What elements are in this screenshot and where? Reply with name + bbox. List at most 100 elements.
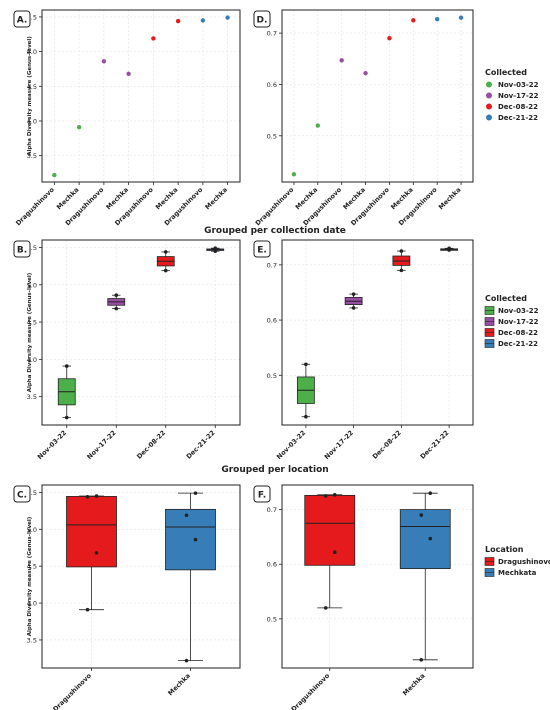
data-point — [225, 15, 230, 20]
panel-label: D. — [257, 16, 268, 26]
legend-label: Dec-21-22 — [498, 114, 538, 122]
data-point — [114, 306, 119, 311]
panel-b: 3.5 4.0 4.5 5.0 5.5 Nov-03-22 Nov-17-22 Dec-08-… — [13, 239, 241, 461]
data-point — [399, 268, 404, 273]
panel-label: A. — [17, 16, 28, 26]
data-point — [447, 246, 451, 251]
legend-label: Nov-03-22 — [498, 81, 539, 89]
data-point — [114, 293, 119, 298]
data-point — [64, 415, 69, 420]
plot-frame — [41, 484, 241, 669]
box — [66, 496, 117, 568]
y-axis-label: Alpha Diversity measure (Genus-level) — [27, 36, 33, 156]
plot-frame — [281, 9, 474, 183]
y-tick-label: 4.5 — [27, 83, 37, 91]
panel-c: 3.5 4.0 4.5 5.0 5.5 Dragushinovo Mechka Alpha D… — [13, 484, 241, 710]
y-tick-label: 5.5 — [27, 13, 37, 21]
y-tick-label: 0.5 — [267, 615, 277, 623]
legend-label: Dec-21-22 — [498, 340, 538, 348]
panel-d: 0.50.60.7DragushinovoMechkaDragushinovoM… — [253, 9, 474, 227]
panel-label-box — [13, 10, 31, 28]
data-point — [64, 364, 69, 368]
y-tick-label: 3.5 — [27, 636, 37, 644]
data-point — [101, 59, 107, 64]
x-tick-label: Nov-17-22 — [323, 429, 355, 461]
y-tick-label: 5.5 — [27, 244, 37, 252]
box — [304, 494, 356, 566]
y-tick-label: 4.0 — [27, 117, 37, 125]
x-tick-label: Dragushinovo — [51, 671, 93, 710]
legend-location: Location Dragushinovo Mechkata — [484, 545, 550, 577]
panel-label-box — [253, 485, 271, 503]
panel-e: 0.5 0.6 0.7 Nov-03-22 Nov-17-22 Dec-08-22 Dec-… — [253, 239, 474, 461]
data-point — [94, 494, 99, 498]
y-tick-label: 0.7 — [267, 30, 277, 38]
data-point — [85, 495, 90, 499]
data-point — [351, 306, 356, 310]
data-point — [184, 513, 189, 518]
x-tick-label: Dragushinovo — [14, 185, 56, 227]
panel-f: 0.5 0.6 0.7 Dragushinovo Mechka F. — [253, 484, 474, 710]
data-point — [163, 250, 168, 254]
y-tick-label: 4.5 — [27, 563, 37, 571]
data-point — [387, 36, 392, 41]
legend-title: Collected — [485, 68, 527, 77]
data-point — [85, 607, 90, 612]
data-point — [213, 249, 218, 253]
y-tick-label: 0.7 — [267, 261, 277, 269]
x-tick-label: Mechka — [437, 186, 463, 212]
data-point — [151, 36, 156, 41]
data-point — [94, 551, 99, 555]
y-tick-label: 0.5 — [267, 372, 277, 380]
x-tick-label: Dec-21-22 — [185, 429, 217, 461]
legend-label: Mechkata — [498, 569, 537, 577]
x-tick-label: Dragushinovo — [290, 671, 332, 710]
y-axis-label: Alpha Diversity measure (Genus-level) — [27, 272, 33, 392]
legend-swatch — [486, 92, 492, 99]
data-point — [315, 123, 321, 128]
x-tick-label: Dragushinovo — [254, 185, 296, 227]
data-point — [339, 58, 344, 63]
data-point — [184, 658, 189, 663]
legend-label: Dec-08-22 — [498, 103, 538, 111]
y-tick-label: 0.7 — [267, 506, 277, 514]
y-tick-label: 5.0 — [27, 526, 37, 534]
legend-collected-middle: Collected Nov-03-22 Nov-17-22 Dec-08-22 Dec-… — [484, 294, 539, 348]
y-tick-label: 5.0 — [27, 281, 37, 289]
legend-swatch — [486, 114, 492, 121]
data-point — [332, 550, 337, 554]
x-tick-label: Nov-03-22 — [36, 429, 68, 461]
data-point — [193, 491, 198, 495]
legend-label: Dragushinovo — [498, 558, 550, 566]
data-point — [304, 362, 308, 367]
panel-label-box — [253, 240, 271, 258]
data-point — [458, 15, 464, 20]
panel-label: C. — [17, 491, 27, 501]
x-tick-label: Dec-21-22 — [419, 429, 451, 461]
y-tick-label: 0.6 — [267, 81, 277, 89]
y-tick-label: 5.5 — [27, 489, 37, 497]
data-point — [332, 493, 337, 497]
x-tick-label: Dec-08-22 — [371, 429, 403, 461]
legend-label: Nov-17-22 — [498, 92, 539, 100]
panel-label: E. — [257, 246, 267, 256]
legend-label: Nov-17-22 — [498, 318, 539, 326]
data-point — [304, 414, 308, 419]
legend-label: Nov-03-22 — [498, 307, 539, 315]
legend-swatch — [486, 103, 492, 110]
data-point — [428, 536, 433, 541]
legend-swatch — [486, 81, 492, 88]
data-point — [411, 18, 416, 23]
legend-collected-top: Collected Nov-03-22 Nov-17-22 Dec-08-22 Dec-… — [485, 68, 539, 122]
y-tick-label: 5.0 — [27, 48, 37, 56]
data-point — [193, 537, 198, 542]
data-point — [126, 71, 131, 77]
panel-label-box — [13, 240, 31, 258]
data-point — [200, 18, 206, 23]
data-point — [419, 658, 424, 662]
box — [399, 509, 451, 569]
y-tick-label: 4.0 — [27, 356, 37, 364]
x-tick-label: Nov-03-22 — [275, 429, 307, 461]
y-tick-label: 0.5 — [267, 132, 277, 140]
